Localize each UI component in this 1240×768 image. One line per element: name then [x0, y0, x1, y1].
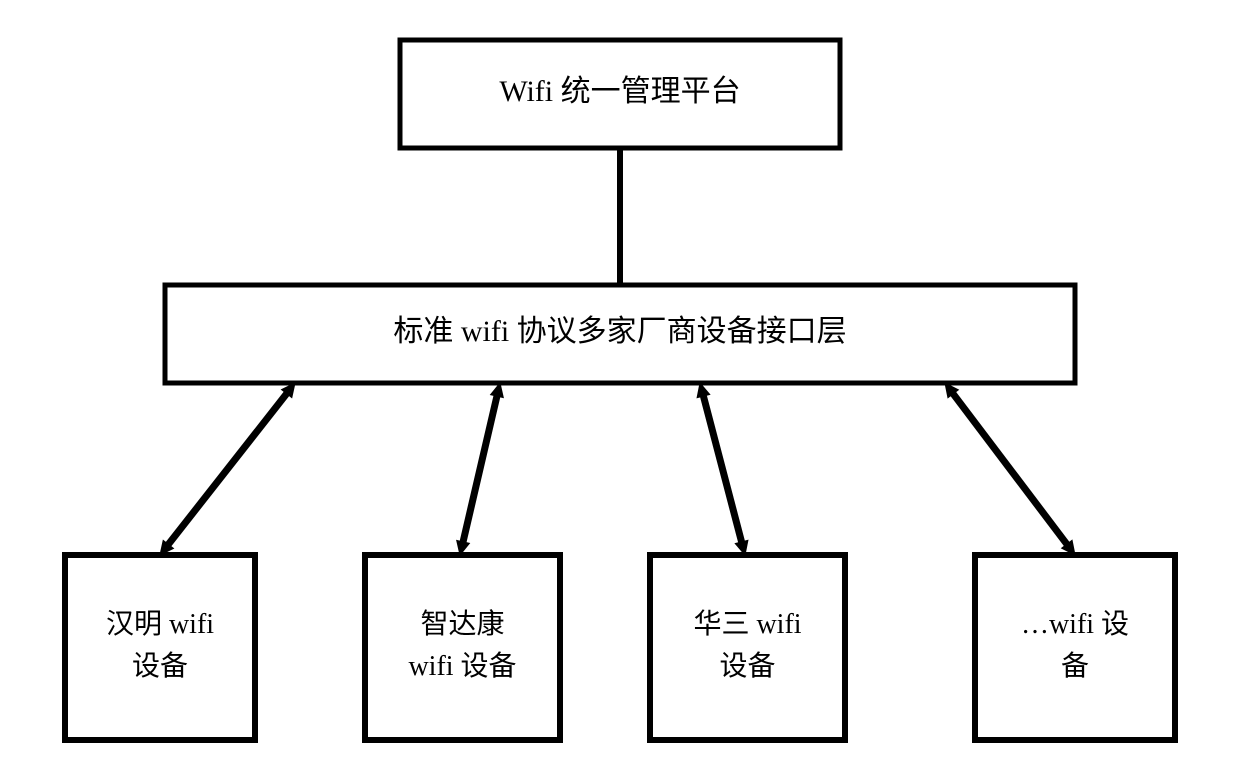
arrow-line [702, 392, 742, 547]
node-leaf3: 华三 wifi 设备 [650, 555, 845, 740]
node-top-label: Wifi 统一管理平台 [499, 75, 740, 108]
node-leaf2-line2: wifi 设备 [408, 650, 516, 682]
node-mid: 标准 wifi 协议多家厂商设备接口层 [165, 285, 1075, 383]
arrow-line [166, 390, 290, 548]
node-leaf4-line2: 备 [1061, 650, 1089, 682]
node-mid-label: 标准 wifi 协议多家厂商设备接口层 [393, 315, 846, 348]
node-leaf1-line2: 设备 [132, 650, 188, 682]
node-leaf4-line1: …wifi 设 [1021, 609, 1129, 640]
node-leaf3-line2: 设备 [719, 650, 775, 682]
node-top: Wifi 统一管理平台 [400, 40, 840, 148]
arrow-line [462, 392, 498, 546]
node-leaf3-line1: 华三 wifi [693, 608, 801, 640]
node-leaf2: 智达康 wifi 设备 [365, 555, 560, 740]
node-leaf1: 汉明 wifi 设备 [65, 555, 255, 740]
node-leaf1-line1: 汉明 wifi [106, 609, 214, 640]
arrows-group [160, 383, 1075, 555]
arrow-line [950, 390, 1069, 548]
node-leaf2-line1: 智达康 [420, 608, 504, 640]
node-leaf4: …wifi 设 备 [975, 555, 1175, 740]
diagram-canvas: Wifi 统一管理平台 标准 wifi 协议多家厂商设备接口层 汉明 wifi … [0, 0, 1240, 768]
